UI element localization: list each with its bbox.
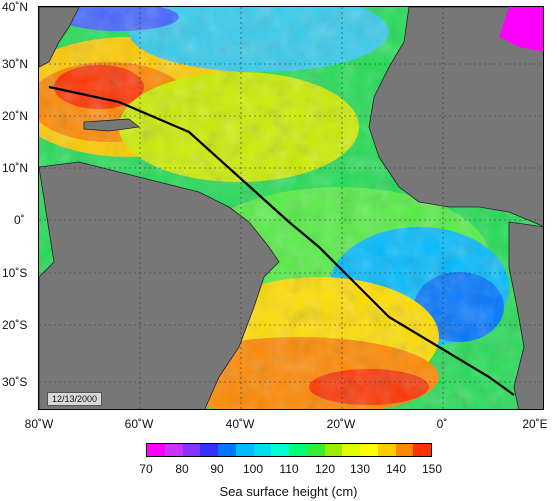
colorbar-segment [377,444,396,456]
colorbar-tick: 70 [139,462,153,476]
colorbar-segment [164,444,183,456]
graticule [39,7,543,409]
colorbar-segment [413,444,431,456]
lat-label-30n: 30˚N [2,57,29,71]
lon-label-80w: 80˚W [24,417,54,431]
colorbar-segment [235,444,254,456]
colorbar-segment [182,444,201,456]
colorbar-segment [342,444,360,456]
lat-label-10s: 10˚S [2,266,28,280]
cruise-track [48,85,515,396]
colorbar-segment [306,444,325,456]
colorbar-tick: 130 [349,462,371,476]
lon-label-0: 0˚ [436,417,448,431]
lat-label-0: 0˚ [14,213,25,227]
north-america-land [39,7,80,68]
colorbar-tick: 120 [314,462,336,476]
colorbar-tick: 90 [210,462,224,476]
colorbar-tick: 140 [385,462,407,476]
lat-label-40n: 40˚N [2,0,29,14]
colorbar-segment [218,444,236,456]
lon-label-40w: 40˚W [225,417,255,431]
colorbar-segment [360,444,378,456]
europe-sea-land [499,7,543,52]
caribbean-islands [83,118,140,132]
map-canvas [39,7,543,409]
south-america-land [39,161,280,409]
iberia-africa-land [368,7,543,227]
lat-label-30s: 30˚S [2,375,28,389]
lat-label-10n: 10˚N [2,161,29,175]
lon-label-20w: 20˚W [326,417,356,431]
colorbar-tick: 80 [175,462,189,476]
lon-label-60w: 60˚W [124,417,154,431]
colorbar-segment [324,444,343,456]
lat-label-20n: 20˚N [2,109,29,123]
colorbar-tick: 100 [242,462,264,476]
southern-africa-land [508,221,543,409]
colorbar-segment [289,444,307,456]
colorbar-segment [200,444,218,456]
colorbar-segment [395,444,414,456]
sea-surface-height-map [38,6,544,410]
colorbar-tick: 150 [421,462,443,476]
lon-label-20e: 20˚E [522,417,548,431]
colorbar-segment [271,444,289,456]
colorbar-segment [147,444,165,456]
colorbar [146,443,432,457]
colorbar-segment [253,444,272,456]
colorbar-tick: 110 [279,462,299,476]
colorbar-title: Sea surface height (cm) [219,484,358,499]
date-stamp: 12/13/2000 [47,392,103,406]
lat-label-20s: 20˚S [2,318,28,332]
